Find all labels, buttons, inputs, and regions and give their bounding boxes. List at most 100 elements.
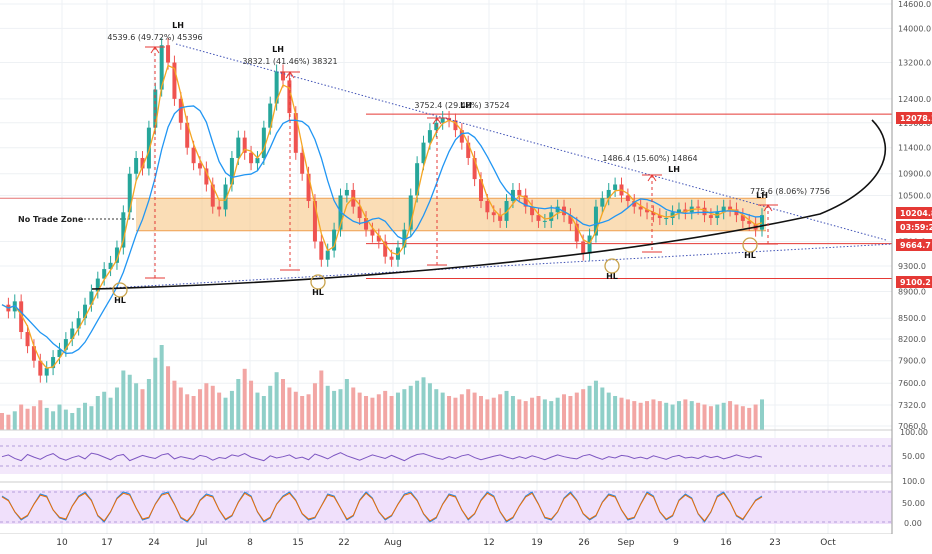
time-tick-label: 8	[247, 538, 253, 548]
time-tick-label: 22	[338, 538, 349, 548]
volume-bar	[6, 414, 11, 430]
price-tag-background	[896, 239, 932, 251]
volume-bar	[402, 389, 407, 430]
higher-low-circle	[112, 282, 128, 298]
volume-bar	[478, 396, 483, 430]
candle-body	[664, 218, 669, 220]
candle-body	[217, 206, 222, 210]
volume-bar	[498, 394, 503, 430]
candle-body	[312, 201, 317, 242]
volume-bar	[300, 396, 305, 430]
volume-bar	[12, 411, 17, 430]
price-tick-label: 10900.0	[898, 170, 931, 179]
move-measure-annotation: 3832.1 (41.46%) 38321	[242, 57, 337, 66]
candle-body	[740, 215, 745, 221]
volume-bar	[25, 408, 30, 430]
price-tag-label: 03:59:26	[900, 223, 932, 232]
candle-body	[319, 241, 324, 260]
volume-bar	[172, 380, 177, 430]
candle-body	[146, 127, 151, 169]
price-tag: 9664.7	[896, 239, 932, 251]
volume-bar	[223, 397, 228, 430]
higher-low-label: HL	[114, 296, 126, 305]
price-tick-label: 13200.0	[898, 59, 931, 68]
time-tick-label: 9	[673, 538, 679, 548]
volume-bar	[472, 392, 477, 430]
rsi-pane-band	[0, 438, 892, 474]
volume-bar	[485, 399, 490, 430]
higher-low-label: HL	[606, 272, 618, 281]
candle-body	[504, 201, 509, 221]
volume-bar	[83, 402, 88, 430]
volume-bar	[344, 379, 349, 430]
candle-body	[734, 209, 739, 216]
candle-body	[427, 130, 432, 143]
price-tick-label: 8500.0	[898, 314, 926, 323]
price-tag-label: 9100.2	[900, 278, 931, 287]
volume-bar	[370, 397, 375, 430]
candle-body	[274, 71, 279, 104]
volume-bar	[600, 387, 605, 430]
volume-bar	[89, 406, 94, 430]
price-tick-label: 7060.0	[898, 422, 926, 431]
price-tag: 03:59:26	[896, 221, 932, 233]
volume-bar	[293, 391, 298, 430]
candle-body	[370, 229, 375, 236]
candle-body	[606, 189, 611, 199]
price-tick-label: 14000.0	[898, 24, 931, 33]
volume-bar	[319, 370, 324, 430]
candle-body	[76, 318, 81, 329]
volume-bar	[146, 379, 151, 430]
volume-bar	[747, 407, 752, 430]
candle-body	[434, 122, 439, 131]
lower-high-label: LH	[756, 191, 768, 200]
volume-bar	[102, 391, 107, 430]
candle-body	[197, 163, 202, 169]
volume-bar	[734, 404, 739, 430]
candle-body	[172, 62, 177, 99]
volume-bar	[504, 390, 509, 430]
measurement-arrow	[758, 204, 778, 245]
time-tick-label: 16	[720, 538, 732, 548]
measurement-arrow	[280, 71, 300, 271]
volume-bar	[536, 396, 541, 430]
volume-bar	[664, 402, 669, 430]
volume-bar	[0, 413, 4, 430]
candle-body	[708, 215, 713, 219]
volume-bar	[555, 397, 560, 430]
candle-body	[574, 223, 579, 242]
rsi-axis-label: 50.00	[902, 452, 925, 461]
candle-body	[63, 339, 68, 350]
time-tick-label: 26	[578, 538, 590, 548]
candle-body	[121, 212, 126, 248]
candle-body	[140, 157, 145, 169]
candle-body	[728, 206, 733, 210]
candle-body	[453, 120, 458, 131]
time-tick-label: Oct	[820, 538, 836, 548]
measurement-arrowhead	[150, 46, 160, 54]
candle-body	[638, 206, 643, 210]
volume-bar	[268, 385, 273, 430]
volume-bar	[281, 379, 286, 430]
candle-body	[281, 71, 286, 81]
volume-bar	[274, 372, 279, 430]
price-tag-label: 10204.8	[900, 209, 932, 218]
volume-bar	[389, 396, 394, 430]
candle-body	[721, 206, 726, 213]
volume-bar	[447, 396, 452, 430]
volume-bar	[760, 399, 764, 430]
candle-body	[166, 45, 171, 63]
ascending-trendline	[91, 243, 893, 290]
volume-bar	[395, 392, 400, 430]
candle-body	[498, 215, 503, 221]
candle-body	[530, 206, 535, 216]
candle-body	[95, 278, 100, 292]
stoch-axis-label: 100.0	[902, 477, 925, 486]
volume-bar	[185, 394, 190, 430]
volume-bar	[70, 413, 75, 430]
price-tick-label: 14600.0	[898, 0, 931, 9]
volume-bar	[689, 401, 694, 430]
candle-body	[472, 157, 477, 180]
volume-bar	[421, 377, 426, 430]
candle-body	[670, 212, 675, 219]
